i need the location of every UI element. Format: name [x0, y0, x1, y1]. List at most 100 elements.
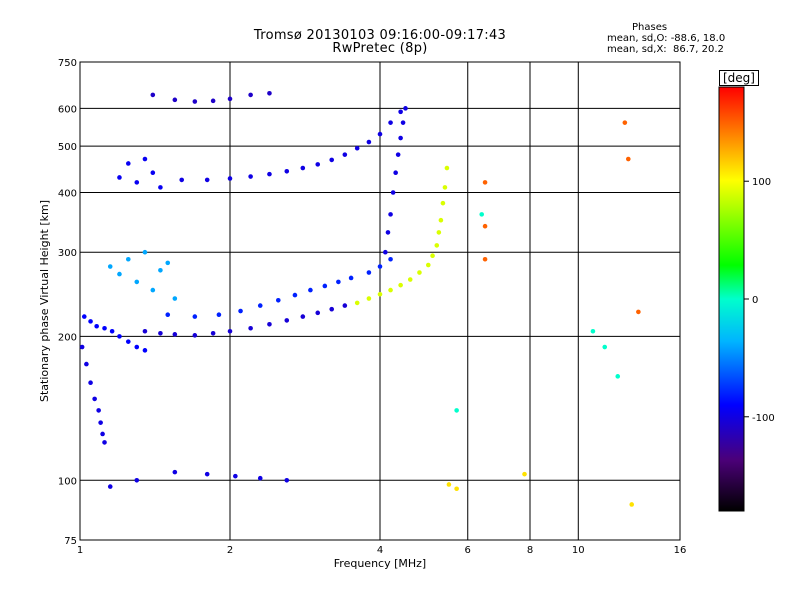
data-point — [233, 473, 238, 479]
data-point — [88, 380, 93, 386]
data-point — [446, 482, 452, 487]
y-tick-label: 75 — [64, 536, 77, 547]
data-point — [308, 287, 313, 293]
data-point — [354, 300, 360, 306]
data-point — [342, 152, 348, 157]
data-point — [107, 484, 113, 489]
data-point — [238, 308, 243, 314]
data-point — [479, 212, 485, 217]
y-tick-label: 500 — [58, 142, 77, 153]
data-point — [284, 168, 290, 174]
y-tick-label: 100 — [58, 476, 77, 487]
data-point — [366, 296, 372, 301]
data-point — [454, 486, 459, 492]
data-point — [395, 152, 401, 157]
x-tick-label: 4 — [377, 545, 383, 556]
colorbar-tick-label: 0 — [752, 295, 758, 306]
data-point — [393, 170, 398, 176]
data-point — [134, 344, 140, 350]
data-point — [622, 120, 628, 125]
data-point — [377, 291, 383, 297]
data-point — [204, 177, 210, 183]
data-point — [248, 174, 253, 179]
data-point — [377, 264, 383, 269]
x-tick-label: 6 — [465, 545, 471, 556]
data-point — [329, 306, 335, 312]
phase-stats-title: Phases — [632, 22, 668, 33]
data-point — [336, 279, 341, 285]
phase-stats-o: mean, sd,O: -88.6, 18.0 — [607, 33, 726, 44]
data-point — [434, 243, 440, 248]
data-point — [125, 161, 131, 166]
data-point — [142, 328, 148, 334]
data-point — [172, 97, 178, 103]
data-point — [125, 256, 131, 262]
data-point — [322, 283, 328, 289]
data-point — [348, 275, 354, 281]
data-point — [134, 180, 140, 185]
data-point — [629, 502, 635, 507]
data-point — [96, 408, 101, 413]
x-tick-label: 10 — [572, 545, 585, 556]
y-axis-label: Stationary phase Virtual Height [km] — [38, 200, 51, 402]
data-point — [142, 249, 148, 255]
data-point — [102, 325, 107, 331]
data-point — [482, 223, 488, 229]
data-point — [403, 106, 408, 111]
data-point — [102, 440, 107, 445]
y-tick-label: 400 — [58, 188, 77, 199]
tick-labels: 1 2 4 6 8 10 16 75 100 200 300 400 500 600 750 — [58, 58, 686, 556]
data-point — [158, 330, 163, 336]
data-point — [98, 420, 103, 425]
data-point — [417, 270, 422, 275]
colorbar-unit-label: [deg] — [719, 70, 759, 86]
data-point — [248, 92, 253, 98]
data-point — [398, 282, 403, 288]
data-point — [100, 431, 105, 437]
data-point — [522, 471, 527, 477]
data-point — [158, 185, 163, 190]
x-tick-label: 8 — [527, 545, 533, 556]
data-point — [179, 177, 185, 183]
data-point — [172, 296, 178, 301]
data-point — [117, 271, 122, 277]
colorbar-tick-label: -100 — [752, 413, 775, 424]
data-point — [165, 312, 171, 318]
data-point — [172, 332, 178, 337]
data-point — [300, 314, 306, 319]
data-point — [590, 328, 596, 334]
data-point — [210, 98, 216, 104]
data-point — [615, 374, 621, 379]
data-markers — [79, 91, 641, 507]
data-point — [107, 264, 113, 269]
data-point — [442, 185, 448, 190]
data-point — [204, 471, 210, 477]
data-point — [602, 344, 608, 350]
data-point — [88, 319, 93, 324]
data-point — [227, 96, 233, 102]
data-point — [383, 249, 388, 255]
data-point — [267, 321, 272, 327]
data-point — [227, 176, 233, 181]
data-point — [482, 180, 488, 185]
data-point — [454, 408, 459, 413]
data-point — [210, 330, 216, 336]
data-point — [342, 303, 348, 308]
colorbar — [718, 86, 745, 512]
data-point — [125, 339, 131, 344]
data-point — [142, 348, 148, 353]
data-point — [84, 361, 89, 367]
data-point — [158, 267, 163, 273]
data-point — [300, 165, 306, 171]
data-point — [482, 256, 488, 262]
data-point — [385, 230, 391, 235]
data-point — [315, 162, 321, 167]
data-point — [134, 477, 140, 483]
data-point — [377, 131, 383, 137]
data-point — [79, 344, 85, 350]
x-axis-label: Frequency [MHz] — [334, 557, 426, 570]
data-point — [636, 309, 641, 315]
phase-stats-x: mean, sd,X: 86.7, 20.2 — [607, 44, 724, 55]
chart-title: Tromsø 20130103 09:16:00-09:17:43 — [253, 28, 507, 43]
